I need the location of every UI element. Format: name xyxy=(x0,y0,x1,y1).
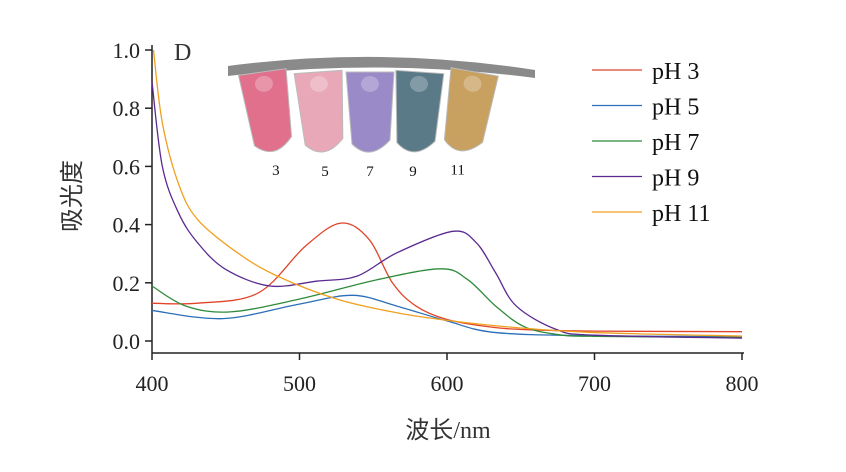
x-tick-label: 500 xyxy=(283,371,316,396)
y-tick-label: 0.8 xyxy=(113,96,141,121)
tube-label: 5 xyxy=(321,164,329,180)
y-tick-label: 0.0 xyxy=(113,329,141,354)
x-tick-label: 400 xyxy=(136,371,169,396)
y-tick-label: 0.6 xyxy=(113,154,141,179)
tube-label: 11 xyxy=(450,162,464,178)
legend-label: pH 11 xyxy=(652,201,710,227)
tube-label: 7 xyxy=(366,164,374,180)
x-tick-label: 800 xyxy=(726,371,759,396)
tube-lid-hole xyxy=(463,75,482,92)
tube-body xyxy=(395,69,445,153)
tube-body xyxy=(293,69,344,153)
tube: 5 xyxy=(293,69,344,180)
x-tick-label: 600 xyxy=(431,371,464,396)
x-tick-label: 700 xyxy=(578,371,611,396)
legend-label: pH 9 xyxy=(652,166,699,192)
y-tick-label: 0.2 xyxy=(113,271,141,296)
tube-lid-hole xyxy=(410,75,429,92)
tube: 11 xyxy=(443,67,499,178)
panel-label: D xyxy=(174,40,191,66)
axes: 0.0 0.2 0.4 0.6 0.8 1.0 400 500 600 700 800 xyxy=(113,38,759,396)
tube-lid-hole xyxy=(254,75,273,92)
legend-label: pH 5 xyxy=(652,95,699,121)
series-line-ph9 xyxy=(151,81,743,339)
tube: 3 xyxy=(237,68,293,179)
series-lines xyxy=(151,49,743,339)
y-tick-label: 1.0 xyxy=(113,38,141,63)
tube: 9 xyxy=(395,69,445,180)
series-line-ph7 xyxy=(151,268,743,339)
tube-rack-cap xyxy=(228,56,535,78)
series-line-ph11 xyxy=(152,49,743,337)
x-axis-label: 波长/nm xyxy=(405,417,491,444)
tube: 7 xyxy=(345,71,395,180)
tube-label: 9 xyxy=(409,164,417,180)
y-tick-label: 0.4 xyxy=(113,213,141,238)
tube-label: 3 xyxy=(272,163,280,179)
tube-body xyxy=(345,71,395,153)
legend: pH 3 pH 5 pH 7 pH 9 pH 11 xyxy=(592,59,710,227)
legend-label: pH 7 xyxy=(652,130,699,156)
y-axis-label: 吸光度 xyxy=(59,160,86,232)
tube-body xyxy=(443,67,499,152)
tube-lid-hole xyxy=(361,76,379,92)
tube-lid-hole xyxy=(309,75,328,92)
tube-photo-inset: 3 5 7 9 11 xyxy=(228,56,535,180)
tube-body xyxy=(237,68,293,153)
series-line-ph5 xyxy=(151,294,743,338)
legend-label: pH 3 xyxy=(652,59,699,85)
